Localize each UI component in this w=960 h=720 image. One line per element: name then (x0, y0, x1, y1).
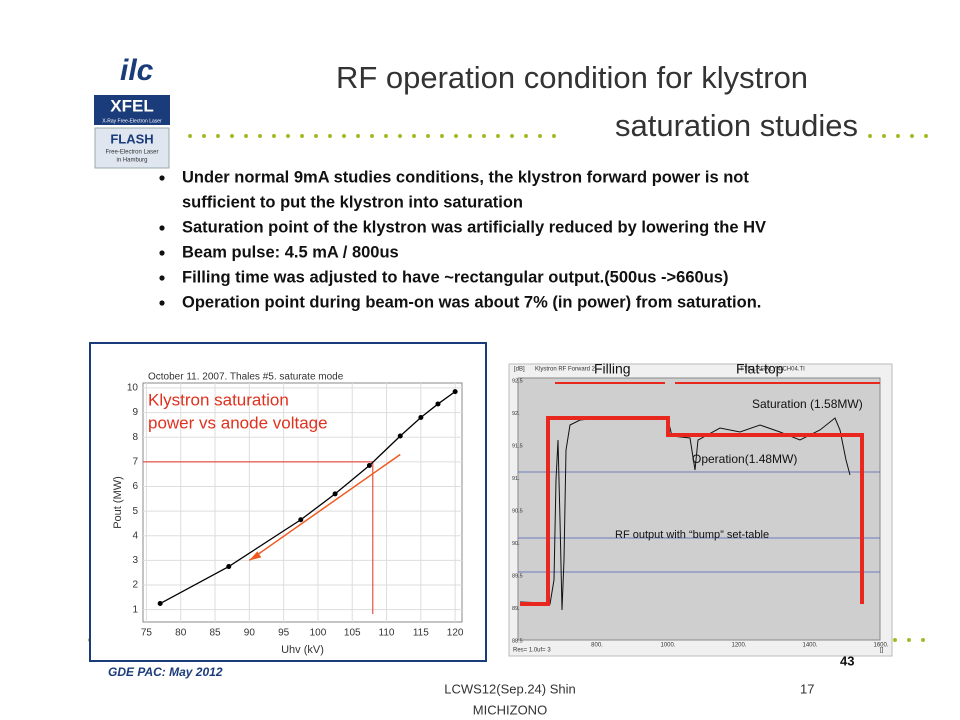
x-tick-label: 95 (278, 628, 290, 639)
xfel-box (94, 95, 170, 125)
bullet-text: Under normal 9mA studies conditions, the… (182, 168, 749, 186)
x-tick-label: 85 (209, 628, 221, 639)
y-tick-label: 3 (132, 555, 138, 566)
bullet-dot (159, 300, 165, 306)
scope-plot (517, 377, 881, 641)
data-point (332, 491, 338, 497)
chart-annotation: Klystron saturation (148, 390, 289, 409)
scope-x-label: 1400. (802, 643, 817, 649)
scope-x-unit: [] (880, 648, 884, 654)
y-tick-label: 5 (132, 506, 138, 517)
scope-set-table (520, 416, 864, 606)
bullet-dot (159, 250, 165, 256)
scope-x-note: Res= 1.0uf= 3 (513, 648, 551, 654)
data-point (452, 389, 458, 395)
bullet-text: Beam pulse: 4.5 mA / 800us (182, 243, 399, 261)
bullet-text: Filling time was adjusted to have ~recta… (182, 268, 728, 286)
scope-unit: [dB] (514, 367, 525, 373)
x-axis-label: Uhv (kV) (281, 644, 324, 656)
bullet-text: Saturation point of the klystron was art… (182, 218, 766, 236)
flash-logo: FLASH (110, 131, 153, 146)
chart: 1 2 3 4 5 6 7 8 9 10 75 80 85 90 95 100 105 110 115 120 Uhv … (112, 372, 464, 656)
y-tick-label: 6 (132, 481, 138, 492)
data-point (418, 414, 424, 420)
title: saturation studies (615, 108, 858, 143)
x-tick-label: 75 (141, 628, 153, 639)
x-tick-label: 80 (175, 628, 187, 639)
data-point (226, 564, 232, 570)
x-tick-label: 105 (344, 628, 361, 639)
scope-y-label: 89.5 (512, 573, 523, 579)
footer-center: MICHIZONO (473, 702, 547, 717)
scope-y-labels: 92.5 92. 91.5 91. 90.5 90. 89.5 89. 88.5 (512, 378, 523, 644)
page-number: 17 (800, 681, 814, 696)
scope-y-label: 89. (512, 606, 520, 612)
bullet-text: sufficient to put the klystron into satu… (182, 193, 523, 211)
scope-y-label: 92.5 (512, 378, 523, 384)
x-tick-label: 90 (244, 628, 256, 639)
y-axis-label: Pout (MW) (112, 476, 124, 529)
bullet-text: Operation point during beam-on was about… (182, 293, 761, 311)
bullet-dot (159, 175, 165, 181)
data-point (298, 517, 304, 523)
scope-y-label: 90. (512, 541, 520, 547)
scope-y-label: 91. (512, 476, 520, 482)
footer-center: LCWS12(Sep.24) Shin (444, 681, 576, 696)
data-point (397, 433, 403, 439)
x-tick-label: 120 (447, 628, 464, 639)
bullet-list: Under normal 9mA studies conditions, the… (159, 168, 766, 311)
x-tick-label: 100 (310, 628, 327, 639)
xfel-logo: XFEL (110, 96, 153, 115)
scope-title: Klystron RF Forward 2 (535, 367, 596, 373)
data-point (157, 601, 163, 607)
scope-flattop: Flat-top (736, 361, 784, 377)
data-point (366, 463, 372, 469)
y-tick-label: 1 (132, 604, 138, 615)
scope-x-labels: 800. 1000. 1200. 1400. 1600. (591, 643, 889, 649)
y-tick-label: 9 (132, 407, 138, 418)
chart-annotation: power vs anode voltage (148, 413, 328, 432)
data-point (435, 401, 441, 407)
x-tick-label: 110 (379, 628, 395, 639)
tangent-arrowhead (249, 551, 262, 561)
xfel-sub: X-Ray Free-Electron Laser (102, 118, 162, 124)
scope-x-label: 1200. (731, 643, 746, 649)
y-tick-label: 4 (132, 530, 138, 541)
scope-x-label: 1000. (660, 643, 675, 649)
scope-grid (518, 471, 880, 573)
scope-y-label: 88.5 (512, 638, 523, 644)
y-tick-label: 8 (132, 432, 138, 443)
scope-header: TTF2.RF/KLY.4/CH04.TI (740, 367, 805, 373)
scope-filling: Filling (594, 361, 631, 377)
plot-area (142, 382, 463, 623)
footer-left: GDE PAC: May 2012 (108, 665, 223, 679)
scope-operation: Operation(1.48MW) (692, 452, 797, 466)
scope-caption: RF output with “bump” set-table (615, 529, 769, 541)
ilc-logo: ilc (120, 54, 154, 87)
scope-x-label: 800. (591, 643, 603, 649)
title: RF operation condition for klystron (336, 60, 808, 95)
y-tick-label: 2 (132, 580, 138, 591)
scope-x-label: 1600. (873, 643, 888, 649)
flash-sub: in Hamburg (116, 158, 147, 164)
bullet-dot (159, 225, 165, 231)
y-tick-label: 7 (132, 456, 138, 467)
flash-sub: Free-Electron Laser (105, 150, 158, 156)
inner-page-number: 43 (840, 653, 854, 668)
bullet-dot (159, 275, 165, 281)
scope-y-label: 91.5 (512, 443, 523, 449)
chart-subtitle: October 11. 2007. Thales #5. saturate mo… (148, 372, 344, 383)
y-tick-label: 10 (127, 383, 139, 394)
x-tick-label: 115 (413, 628, 429, 639)
scope-y-label: 90.5 (512, 508, 523, 514)
scope-y-label: 92. (512, 411, 520, 417)
flash-box (94, 127, 170, 169)
scope-saturation: Saturation (1.58MW) (752, 397, 863, 411)
tangent-line (248, 453, 401, 562)
